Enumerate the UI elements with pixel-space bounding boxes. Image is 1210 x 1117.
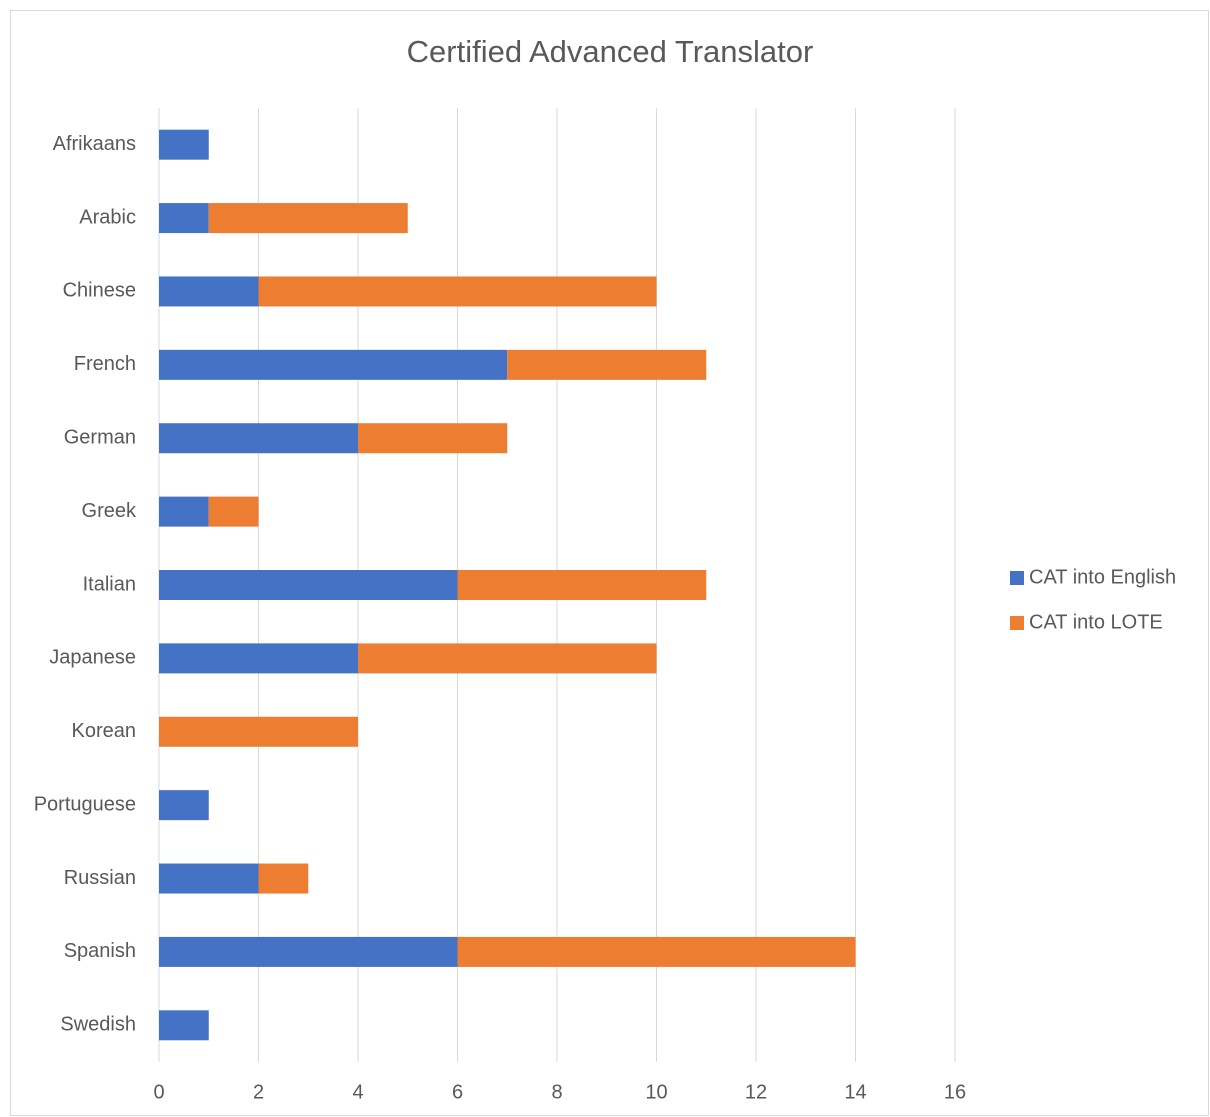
x-tick-label: 14 bbox=[844, 1081, 866, 1103]
bar-segment bbox=[507, 349, 707, 380]
y-tick-label: Arabic bbox=[79, 206, 136, 228]
bar-segment bbox=[159, 349, 508, 380]
chart-frame bbox=[10, 10, 1209, 1116]
legend-swatch bbox=[1010, 616, 1024, 630]
x-tick-label: 12 bbox=[745, 1081, 767, 1103]
x-tick-label: 6 bbox=[452, 1081, 463, 1103]
bar-segment bbox=[358, 423, 508, 454]
bar-segment bbox=[159, 129, 209, 160]
bar-segment bbox=[208, 203, 408, 234]
y-tick-label: Chinese bbox=[63, 280, 136, 302]
y-tick-label: Spanish bbox=[64, 940, 136, 962]
bar-segment bbox=[159, 643, 358, 674]
bar-segment bbox=[159, 863, 259, 894]
y-tick-label: Swedish bbox=[60, 1014, 136, 1036]
x-tick-label: 4 bbox=[352, 1081, 363, 1103]
bar-segment bbox=[159, 496, 209, 527]
y-tick-label: Korean bbox=[72, 720, 137, 742]
bar-segment bbox=[258, 276, 657, 307]
y-tick-label: Greek bbox=[82, 500, 137, 522]
bar-segment bbox=[159, 790, 209, 821]
y-tick-label: Russian bbox=[64, 867, 136, 889]
x-tick-label: 2 bbox=[253, 1081, 264, 1103]
bar-segment bbox=[358, 643, 657, 674]
x-tick-label: 10 bbox=[645, 1081, 667, 1103]
y-tick-label: Italian bbox=[83, 573, 136, 595]
bar-segment bbox=[159, 276, 259, 307]
bar-segment bbox=[457, 570, 707, 600]
bar-segment bbox=[159, 1010, 209, 1041]
bar-segment bbox=[258, 863, 309, 894]
bar-segment bbox=[208, 496, 259, 527]
legend-label: CAT into English bbox=[1029, 566, 1176, 588]
bar-segment bbox=[159, 716, 358, 747]
x-tick-label: 0 bbox=[153, 1081, 164, 1103]
y-tick-label: German bbox=[64, 427, 136, 449]
y-tick-label: Afrikaans bbox=[53, 133, 136, 155]
y-tick-label: French bbox=[74, 353, 136, 375]
bar-segment bbox=[159, 936, 458, 967]
x-tick-label: 16 bbox=[944, 1081, 966, 1103]
bar-segment bbox=[457, 936, 856, 967]
bar-segment bbox=[159, 203, 209, 234]
bar-segment bbox=[159, 570, 458, 600]
legend-swatch bbox=[1010, 571, 1024, 585]
x-tick-label: 8 bbox=[551, 1081, 562, 1103]
bar-segment bbox=[159, 423, 358, 454]
y-tick-label: Japanese bbox=[49, 647, 136, 669]
y-tick-label: Portuguese bbox=[34, 793, 136, 815]
legend-label: CAT into LOTE bbox=[1029, 611, 1163, 633]
chart-title: Certified Advanced Translator bbox=[407, 34, 814, 69]
